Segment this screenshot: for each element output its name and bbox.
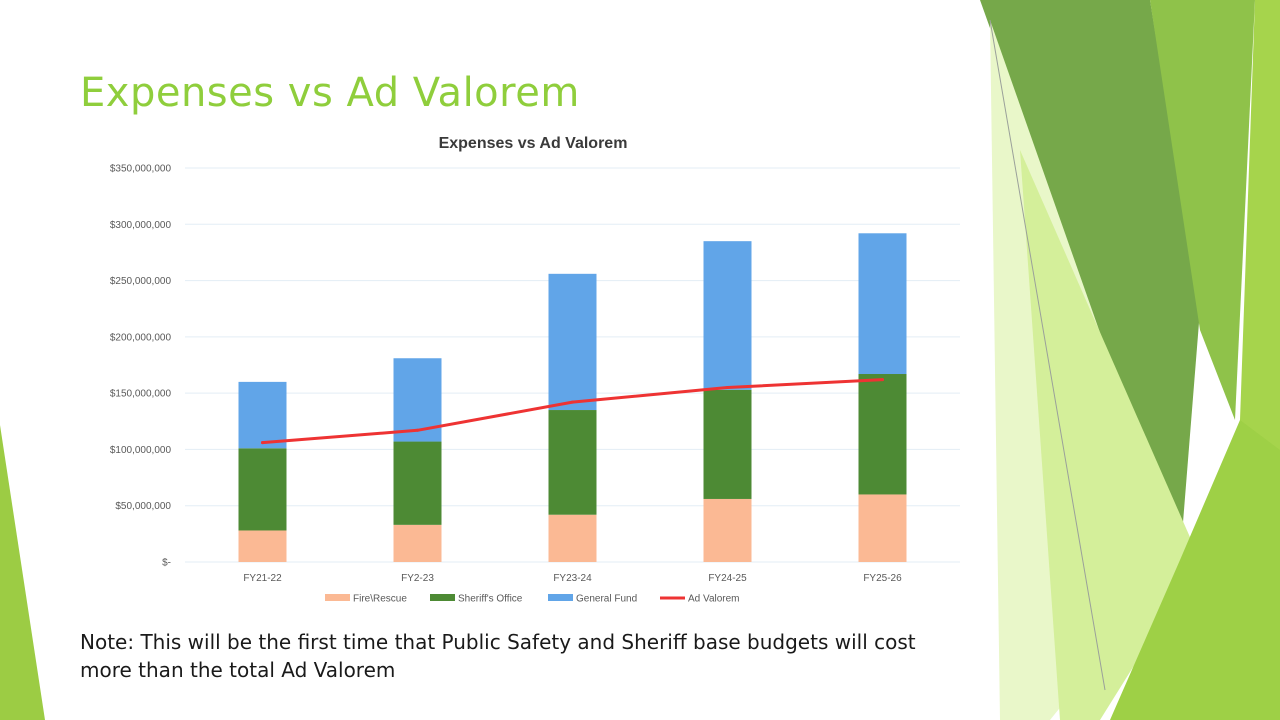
decor-facet-mid-green — [1150, 0, 1255, 420]
bars — [238, 233, 907, 562]
bar-general-fund-fy25-26 — [858, 233, 907, 375]
bar-sheriff-s-office-fy23-24 — [548, 410, 597, 515]
y-tick-label: $100,000,000 — [110, 445, 172, 456]
decor-facet-lime-green — [1110, 420, 1280, 720]
ad-valorem-point — [416, 428, 419, 432]
stacked-bar-chart: Expenses vs Ad Valorem $- $50,000,000 $100… — [110, 135, 960, 605]
x-axis-ticks: FY21-22 FY2-23 FY23-24 FY24-25 FY25-26 — [243, 573, 902, 584]
legend-swatch — [430, 594, 455, 601]
legend-swatch — [325, 594, 350, 601]
y-axis-ticks: $- $50,000,000 $100,000,000 $150,000,000 $20… — [110, 164, 172, 569]
legend-swatch — [548, 594, 573, 601]
slide-note: Note: This will be the first time that P… — [80, 630, 916, 682]
bar-fire-rescue-fy21-22 — [238, 530, 287, 562]
decor-facet-dark-green — [980, 0, 1200, 560]
slide-title: Expenses vs Ad Valorem — [80, 70, 580, 116]
y-tick-label: $300,000,000 — [110, 220, 172, 231]
decor-facet-left-wedge — [0, 425, 45, 720]
y-tick-label: $- — [162, 558, 171, 569]
x-tick-label: FY2-23 — [401, 573, 434, 584]
x-tick-label: FY21-22 — [243, 573, 282, 584]
bar-sheriff-s-office-fy25-26 — [858, 374, 907, 495]
x-tick-label: FY23-24 — [553, 573, 592, 584]
y-tick-label: $350,000,000 — [110, 164, 172, 175]
y-tick-label: $250,000,000 — [110, 276, 172, 287]
ad-valorem-point — [261, 441, 264, 445]
bar-general-fund-fy21-22 — [238, 381, 287, 449]
legend-label: General Fund — [576, 594, 637, 605]
bar-general-fund-fy24-25 — [703, 241, 752, 390]
y-tick-label: $50,000,000 — [115, 501, 171, 512]
ad-valorem-point — [571, 400, 574, 404]
bar-general-fund-fy23-24 — [548, 273, 597, 411]
bar-sheriff-s-office-fy21-22 — [238, 448, 287, 531]
bar-sheriff-s-office-fy2-23 — [393, 441, 442, 525]
legend-label: Sheriff's Office — [458, 594, 523, 605]
ad-valorem-line-layer — [261, 378, 884, 445]
y-tick-label: $200,000,000 — [110, 332, 172, 343]
ad-valorem-point — [726, 386, 729, 390]
bar-fire-rescue-fy24-25 — [703, 498, 752, 562]
decor-facet-light-green — [1020, 150, 1200, 720]
legend-label: Ad Valorem — [688, 594, 740, 605]
chart-title: Expenses vs Ad Valorem — [439, 135, 628, 152]
bar-fire-rescue-fy2-23 — [393, 524, 442, 562]
bar-sheriff-s-office-fy24-25 — [703, 389, 752, 499]
x-tick-label: FY25-26 — [863, 573, 902, 584]
legend: Fire\Rescue Sheriff's Office General Fund A… — [325, 594, 740, 605]
y-tick-label: $150,000,000 — [110, 389, 172, 400]
x-tick-label: FY24-25 — [708, 573, 747, 584]
legend-label: Fire\Rescue — [353, 594, 407, 605]
ad-valorem-point — [881, 378, 884, 382]
bar-fire-rescue-fy23-24 — [548, 514, 597, 562]
decor-thin-line — [989, 19, 1106, 691]
bar-fire-rescue-fy25-26 — [858, 494, 907, 562]
